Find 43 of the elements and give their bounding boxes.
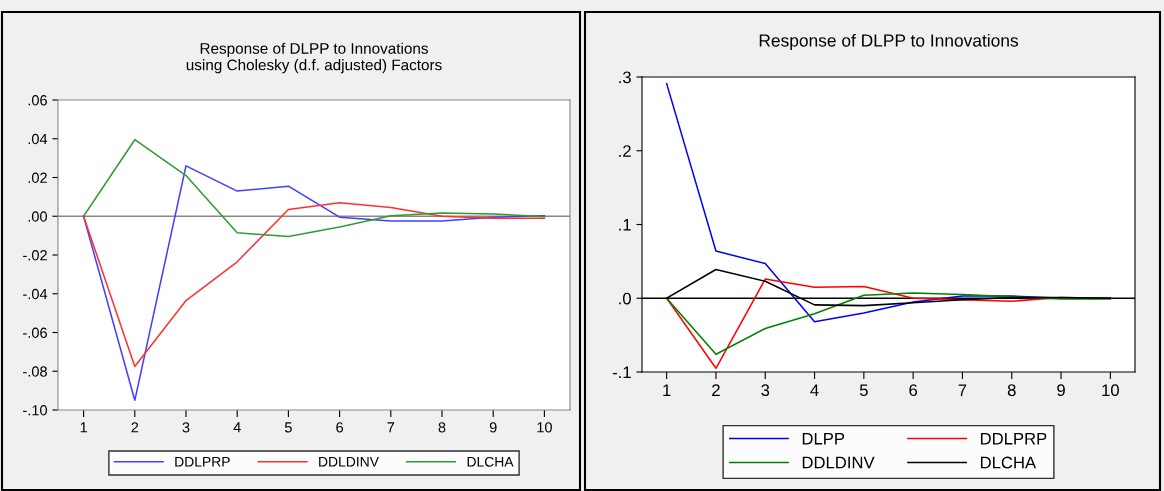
- x-tick-label: 10: [537, 422, 552, 433]
- x-tick-label: 9: [1057, 384, 1065, 397]
- x-tick-label: 5: [284, 422, 292, 433]
- x-tick-label: 10: [1102, 384, 1119, 397]
- x-tick-label: 3: [182, 422, 190, 433]
- x-tick-label: 1: [663, 384, 671, 396]
- chart-title: Response of DLPP to Innovations using Cholesky (d.f. adjusted) Factors: [186, 42, 442, 74]
- x-tick-label: 4: [233, 422, 241, 433]
- x-tick-label: 4: [810, 384, 819, 396]
- legend-label: DLCHA: [980, 456, 1037, 469]
- y-tick-label: .06: [28, 95, 47, 106]
- legend-label: DDLDINV: [319, 457, 379, 467]
- x-tick-label: 6: [909, 384, 918, 397]
- y-tick-label: .3: [619, 71, 631, 84]
- x-tick-label: 1: [80, 422, 87, 433]
- y-tick-label: -.06: [23, 327, 47, 338]
- x-tick-label: 2: [712, 384, 720, 396]
- y-tick-label: .2: [619, 145, 631, 157]
- y-tick-label: .0: [619, 292, 631, 305]
- y-tick-label: -.10: [23, 405, 48, 416]
- y-tick-label: -.02: [23, 250, 47, 261]
- x-tick-label: 9: [489, 422, 497, 433]
- y-tick-label: .02: [28, 172, 47, 183]
- y-tick-label: .1: [619, 219, 631, 231]
- x-tick-label: 7: [387, 422, 395, 433]
- y-tick-label: .00: [28, 211, 48, 222]
- x-tick-label: 6: [336, 422, 344, 433]
- x-tick-label: 7: [958, 384, 967, 396]
- y-tick-label: .04: [28, 133, 48, 145]
- x-tick-label: 8: [438, 422, 446, 433]
- x-tick-label: 3: [761, 384, 770, 397]
- legend-label: DDLPRP: [175, 457, 230, 467]
- legend-label: DLCHA: [467, 456, 514, 467]
- legend-label: DDLDINV: [802, 456, 875, 469]
- y-tick-label: -.04: [23, 288, 48, 300]
- x-tick-label: 8: [1007, 384, 1016, 397]
- legend-label: DLPP: [802, 432, 845, 445]
- x-tick-label: 5: [859, 384, 868, 397]
- x-tick-label: 2: [131, 422, 139, 433]
- chart-title: Response of DLPP to Innovations: [759, 33, 1019, 51]
- y-tick-label: -.1: [612, 366, 631, 379]
- y-tick-label: -.08: [23, 366, 47, 377]
- legend-label: DDLPRP: [980, 432, 1047, 445]
